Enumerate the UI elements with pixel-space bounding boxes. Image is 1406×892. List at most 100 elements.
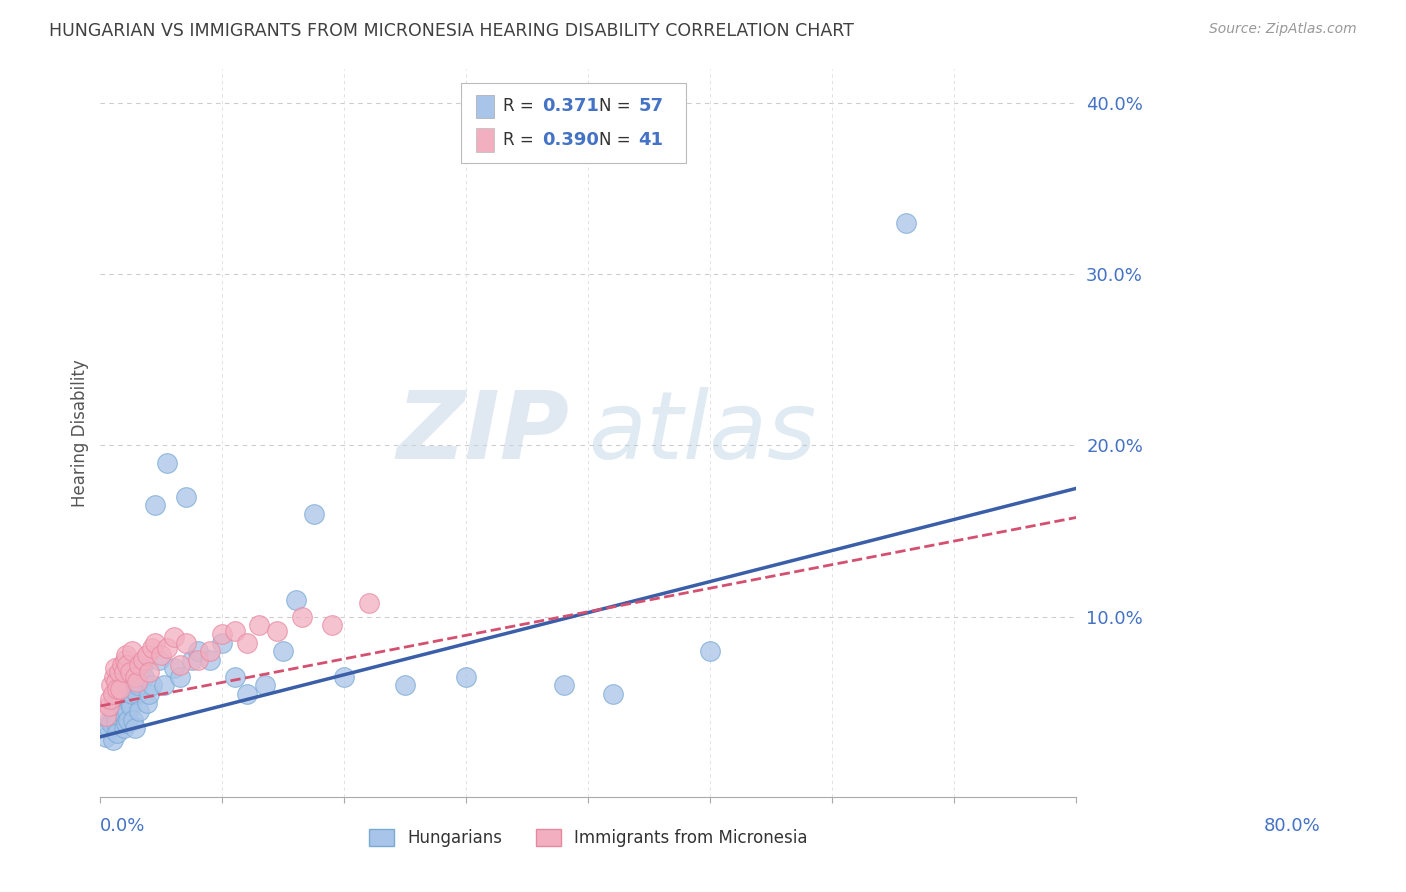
Point [132,653,155,667]
Point [128,704,150,718]
Point [125,687,148,701]
Point [156,640,179,655]
Point [180,653,202,667]
Point [105,716,128,731]
Point [247,618,270,632]
Point [162,631,184,645]
FancyBboxPatch shape [477,128,494,152]
Point [148,653,170,667]
Text: ZIP: ZIP [396,386,569,479]
Point [128,657,150,672]
Point [456,670,478,684]
Point [103,696,125,710]
Point [333,670,356,684]
Point [143,635,166,649]
Point [135,648,157,662]
Point [169,657,191,672]
Point [394,678,416,692]
Point [254,678,277,692]
Point [101,687,124,701]
Point [108,687,131,701]
Point [101,733,124,747]
Point [302,507,325,521]
Text: 0.0%: 0.0% [100,817,146,835]
Point [115,704,138,718]
Point [291,610,314,624]
Point [224,624,246,638]
Point [115,657,138,672]
Point [115,716,138,731]
Point [107,681,129,696]
Point [187,644,209,658]
Point [97,721,120,735]
Point [699,644,721,658]
Point [101,704,124,718]
Point [103,670,125,684]
Point [131,661,153,675]
Point [118,665,141,679]
Point [211,635,233,649]
Point [125,675,148,690]
Text: 0.390: 0.390 [543,131,599,149]
Y-axis label: Hearing Disability: Hearing Disability [72,359,89,507]
Point [107,665,129,679]
Text: R =: R = [503,131,540,149]
Point [138,665,160,679]
Point [138,687,160,701]
Point [114,653,136,667]
Point [107,698,129,713]
Point [236,687,259,701]
Point [100,678,122,692]
Point [236,635,259,649]
Text: HUNGARIAN VS IMMIGRANTS FROM MICRONESIA HEARING DISABILITY CORRELATION CHART: HUNGARIAN VS IMMIGRANTS FROM MICRONESIA … [49,22,853,40]
Point [134,670,156,684]
Text: R =: R = [503,97,540,115]
Point [107,726,129,740]
Point [156,456,179,470]
Point [96,730,118,744]
Point [96,709,118,723]
Point [187,653,209,667]
Text: 80.0%: 80.0% [1264,817,1320,835]
FancyBboxPatch shape [477,95,494,118]
Text: 41: 41 [638,131,664,149]
Point [111,657,134,672]
Point [141,678,163,692]
Point [143,499,166,513]
Point [98,713,121,727]
Point [162,661,184,675]
Text: 0.371: 0.371 [543,97,599,115]
Point [115,648,138,662]
Point [97,698,120,713]
Text: N =: N = [599,131,636,149]
Point [602,687,624,701]
Point [124,721,146,735]
Point [104,709,127,723]
Point [114,709,136,723]
Point [198,653,221,667]
Point [117,713,139,727]
Point [273,644,295,658]
Text: N =: N = [599,97,636,115]
Point [152,678,174,692]
Text: atlas: atlas [588,387,817,478]
Point [266,624,288,638]
Point [124,670,146,684]
Point [198,644,221,658]
Point [357,596,380,610]
Point [118,696,141,710]
Point [284,592,307,607]
Point [98,692,121,706]
Point [174,490,197,504]
FancyBboxPatch shape [461,83,686,163]
Point [224,670,246,684]
Text: Source: ZipAtlas.com: Source: ZipAtlas.com [1209,22,1357,37]
Point [112,721,135,735]
Point [150,648,173,662]
Point [122,713,145,727]
Point [100,716,122,731]
Point [141,640,163,655]
Point [110,678,132,692]
Point [553,678,575,692]
Point [127,678,149,692]
